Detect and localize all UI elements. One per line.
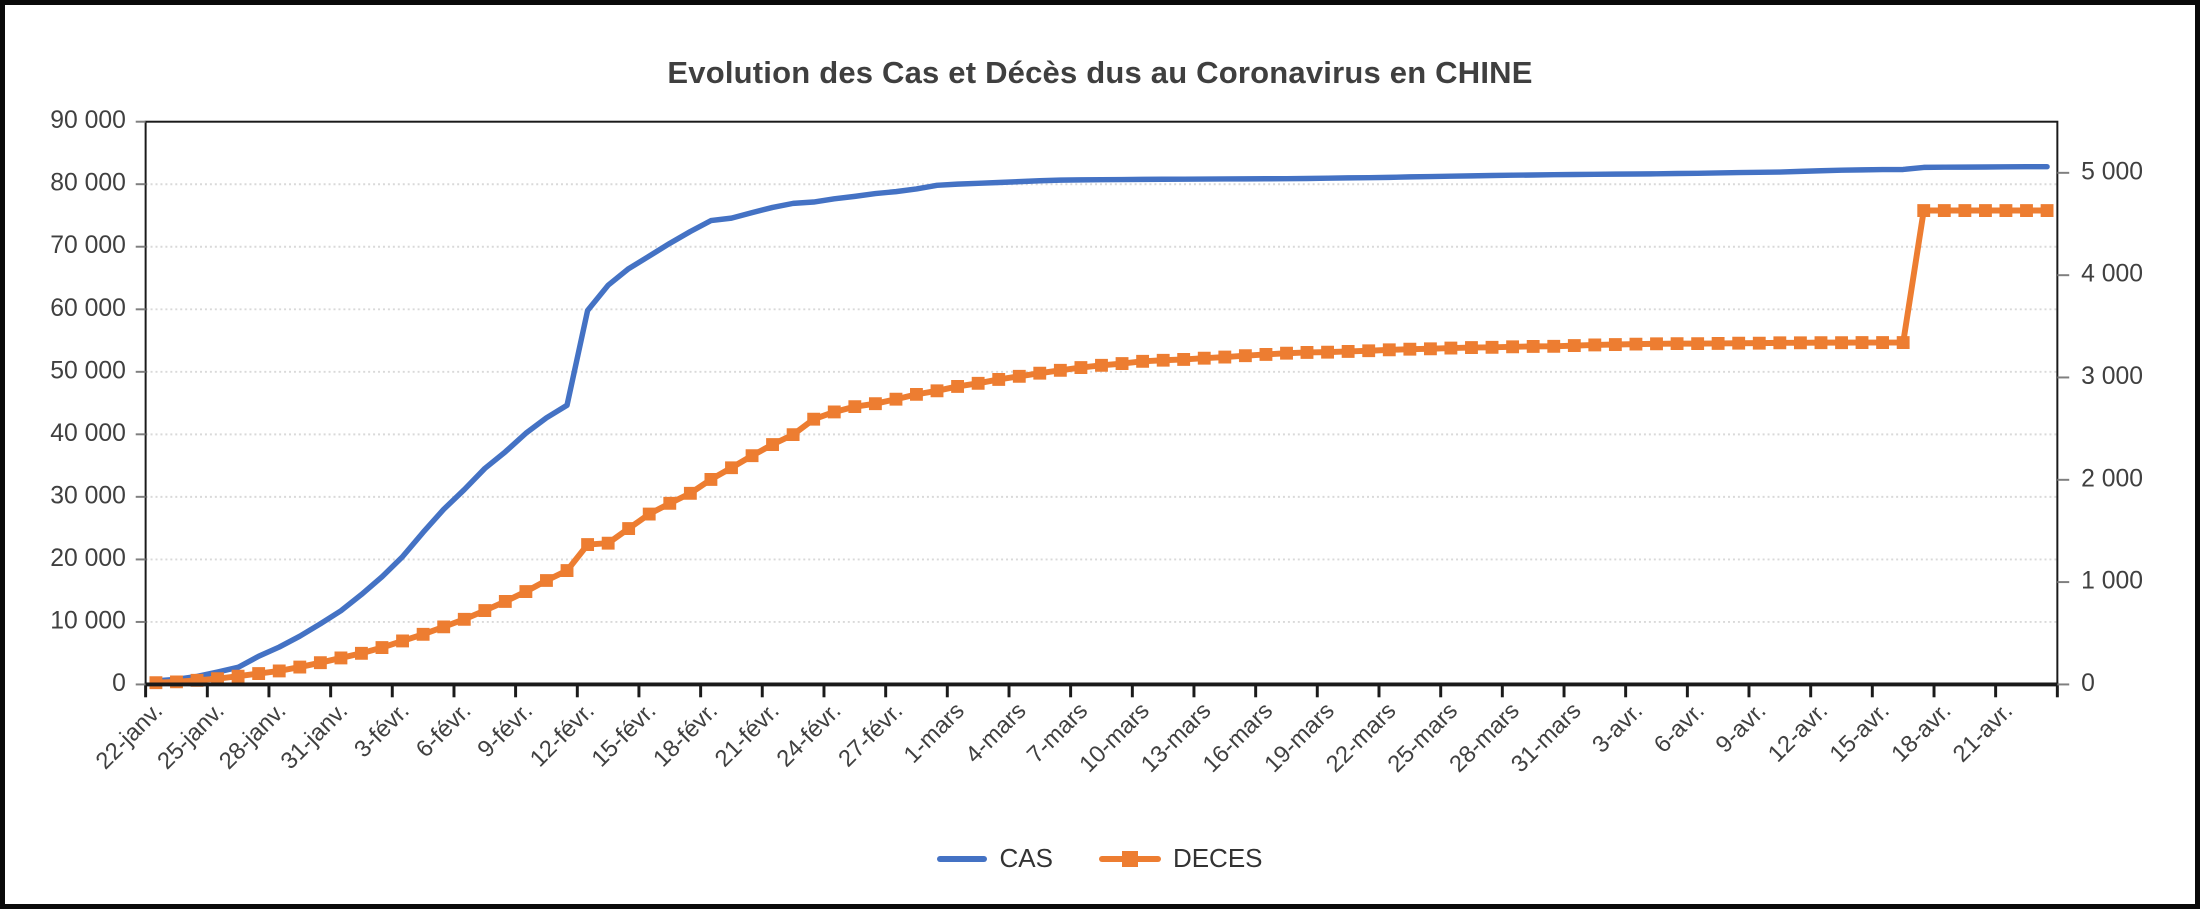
right-axis-tick-label: 5 000 [2081,158,2143,185]
legend-label-cas: CAS [999,843,1053,873]
x-axis-tick-label: 1-mars [899,698,970,769]
legend-label-deces: DECES [1172,843,1263,873]
left-axis-tick-label: 30 000 [50,482,126,509]
x-axis-tick-label: 4-mars [961,698,1032,769]
x-axis-tick-label: 6-févr. [411,698,476,763]
plot-border [144,120,2059,686]
right-axis-tick-label: 0 [2081,670,2095,697]
cas-line-icon [937,855,988,862]
left-axis-tick-label: 10 000 [50,607,126,634]
x-axis-tick-label: 12-févr. [525,698,599,772]
series-cas-line [153,163,2050,684]
left-axis-tick-label: 40 000 [50,420,126,447]
x-axis-tick-label: 21-févr. [710,698,784,772]
deces-square-marker-icon [1121,850,1138,867]
chart-canvas: 0 10 000 20 000 30 000 40 000 50 000 60 000 70 … [50,107,2143,778]
x-axis-tick-label: 18-avr. [1887,698,1957,768]
x-axis-tick-label: 22-janv. [91,698,168,775]
series-deces-line [152,207,2051,686]
x-axis-tick-label: 24-févr. [772,698,846,772]
legend-item-cas: CAS [937,843,1053,874]
right-axis-tick-label: 4 000 [2081,261,2143,288]
x-axis-tick-label: 21-avr. [1948,698,2018,768]
right-axis-tick-label: 3 000 [2081,363,2143,390]
right-axis-tick-label: 1 000 [2081,568,2143,595]
chart-legend: CAS DECES [5,843,2195,874]
left-axis-tick-label: 60 000 [50,295,126,322]
x-axis-tick-label: 3-févr. [350,698,415,763]
x-axis-tick-label: 15-avr. [1825,698,1895,768]
x-axis-tick-label: 31-janv. [276,698,353,775]
x-axis-tick-label: 27-févr. [834,698,908,772]
right-axis-tick-label: 2 000 [2081,465,2143,492]
chart-title: Evolution des Cas et Décès dus au Corona… [667,55,1533,90]
x-axis-tick-label: 12-avr. [1763,698,1833,768]
x-axis-tick-label: 31-mars [1507,698,1587,778]
left-axis-tick-label: 50 000 [50,357,126,384]
legend-item-deces: DECES [1098,843,1263,874]
x-axis-tick-label: 25-janv. [153,698,230,775]
left-axis-tick-label: 70 000 [50,232,126,259]
series-deces-markers [149,204,2054,690]
x-axis-tick-label: 15-févr. [587,698,661,772]
x-axis-tick-label: 6-avr. [1649,698,1709,758]
x-axis-tick-label: 28-janv. [215,698,292,775]
left-axis-tick-label: 20 000 [50,545,126,572]
left-axis-tick-label: 80 000 [50,170,126,197]
x-axis-tick-label: 18-févr. [649,698,723,772]
x-axis-tick-label: 3-avr. [1588,698,1648,758]
deces-line-icon [1098,850,1161,867]
left-axis-tick-label: 0 [112,670,126,697]
left-axis-tick-label: 90 000 [50,107,126,134]
